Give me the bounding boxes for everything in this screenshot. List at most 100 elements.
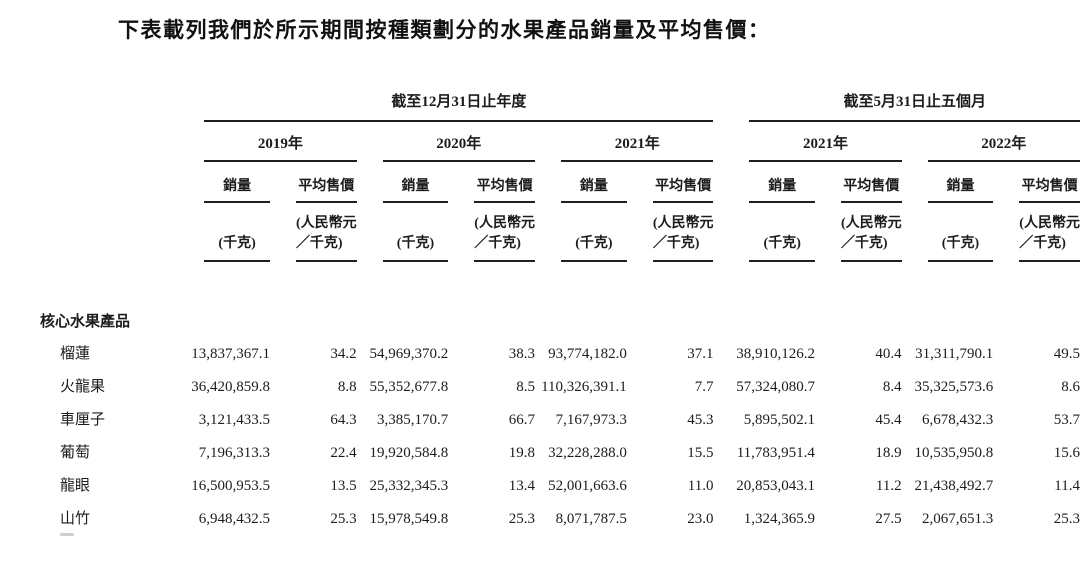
row-label: 榴蓮 bbox=[60, 346, 91, 362]
cell-value: 7,196,313.3 bbox=[198, 445, 270, 461]
table-row-mangosteen: 山竹 6,948,432.5 25.3 15,978,549.8 25.3 8,… bbox=[40, 496, 1080, 529]
cell-value: 13.4 bbox=[508, 478, 535, 494]
cell-value: 8.8 bbox=[337, 379, 357, 395]
cell-value: 15,978,549.8 bbox=[369, 511, 449, 527]
unit-volume: (千克) bbox=[535, 203, 627, 262]
cell-value: 15.5 bbox=[687, 445, 714, 461]
cell-value: 15.6 bbox=[1053, 445, 1080, 461]
row-label: 車厘子 bbox=[60, 412, 106, 428]
cell-value: 66.7 bbox=[508, 412, 535, 428]
cell-value: 45.4 bbox=[875, 412, 902, 428]
group-header-year-ended: 截至12月31日止年度 bbox=[178, 88, 714, 122]
cell-value: 45.3 bbox=[687, 412, 714, 428]
cell-value: 25,332,345.3 bbox=[369, 478, 449, 494]
group-header-five-months: 截至5月31日止五個月 bbox=[713, 88, 1080, 122]
table-row-cherry: 車厘子 3,121,433.5 64.3 3,385,170.7 66.7 7,… bbox=[40, 397, 1080, 430]
cell-value: 22.4 bbox=[330, 445, 357, 461]
col-header-volume: 銷量 bbox=[535, 162, 627, 203]
cell-value: 32,228,288.0 bbox=[548, 445, 627, 461]
unit-asp: (人民幣元 ／千克) bbox=[448, 203, 535, 262]
unit-volume: (千克) bbox=[902, 203, 994, 262]
cell-value: 40.4 bbox=[875, 346, 902, 362]
cell-value: 25.3 bbox=[1053, 511, 1080, 527]
unit-volume: (千克) bbox=[178, 203, 270, 262]
cell-value: 3,121,433.5 bbox=[198, 412, 270, 428]
group-header-label: 截至5月31日止五個月 bbox=[843, 94, 986, 110]
row-label: 火龍果 bbox=[60, 379, 106, 395]
cell-value: 11.0 bbox=[687, 478, 714, 494]
year-header-2022-5m: 2022年 bbox=[902, 122, 1080, 162]
cell-value: 23.0 bbox=[687, 511, 714, 527]
col-header-asp: 平均售價 bbox=[993, 162, 1080, 203]
cell-value: 37.1 bbox=[687, 346, 714, 362]
column-header-row: 銷量 平均售價 銷量 平均售價 銷量 平均售價 銷量 平均售價 銷量 平均售價 bbox=[40, 162, 1080, 203]
col-header-asp: 平均售價 bbox=[270, 162, 357, 203]
unit-volume: (千克) bbox=[713, 203, 815, 262]
cell-value: 6,948,432.5 bbox=[198, 511, 270, 527]
page-title: 下表載列我們於所示期間按種類劃分的水果產品銷量及平均售價： bbox=[118, 18, 771, 42]
cell-value: 49.5 bbox=[1053, 346, 1080, 362]
cell-value: 38,910,126.2 bbox=[736, 346, 815, 362]
cell-value: 7.7 bbox=[694, 379, 714, 395]
table-row-durian: 榴蓮 13,837,367.1 34.2 54,969,370.2 38.3 9… bbox=[40, 331, 1080, 364]
cell-value: 53.7 bbox=[1053, 412, 1080, 428]
cell-value: 11,783,951.4 bbox=[736, 445, 815, 461]
cell-value: 25.3 bbox=[330, 511, 357, 527]
cell-value: 8.5 bbox=[516, 379, 535, 395]
cell-value: 18.9 bbox=[875, 445, 902, 461]
unit-asp: (人民幣元 ／千克) bbox=[815, 203, 902, 262]
cell-value: 10,535,950.8 bbox=[914, 445, 994, 461]
cell-value: 11.2 bbox=[875, 478, 902, 494]
year-header-row: 2019年 2020年 2021年 2021年 2022年 bbox=[40, 122, 1080, 162]
cell-value: 13.5 bbox=[330, 478, 357, 494]
cell-value: 8.4 bbox=[882, 379, 902, 395]
cell-value: 2,067,651.3 bbox=[922, 511, 994, 527]
cell-value: 54,969,370.2 bbox=[369, 346, 449, 362]
cell-value: 27.5 bbox=[875, 511, 902, 527]
table-row-grape: 葡萄 7,196,313.3 22.4 19,920,584.8 19.8 32… bbox=[40, 430, 1080, 463]
cell-value: 31,311,790.1 bbox=[915, 346, 994, 362]
group-header-label: 截至12月31日止年度 bbox=[391, 94, 527, 110]
year-header-2021: 2021年 bbox=[535, 122, 714, 162]
cell-value: 3,385,170.7 bbox=[377, 412, 449, 428]
cell-value: 7,167,973.3 bbox=[555, 412, 627, 428]
col-header-volume: 銷量 bbox=[357, 162, 449, 203]
unit-volume: (千克) bbox=[357, 203, 449, 262]
cell-value: 35,325,573.6 bbox=[914, 379, 994, 395]
col-header-asp: 平均售價 bbox=[627, 162, 714, 203]
cell-value: 20,853,043.1 bbox=[736, 478, 815, 494]
year-header-2019: 2019年 bbox=[178, 122, 357, 162]
cell-value: 1,324,365.9 bbox=[743, 511, 815, 527]
cell-value: 36,420,859.8 bbox=[191, 379, 270, 395]
col-header-volume: 銷量 bbox=[713, 162, 815, 203]
cell-value: 13,837,367.1 bbox=[191, 346, 270, 362]
cell-value: 19.8 bbox=[508, 445, 535, 461]
row-label: 山竹 bbox=[60, 511, 91, 527]
table-row-longan: 龍眼 16,500,953.5 13.5 25,332,345.3 13.4 5… bbox=[40, 463, 1080, 496]
unit-header-row: (千克) (人民幣元 ／千克) (千克) (人民幣元 ／千克) (千克) (人民幣元… bbox=[40, 203, 1080, 262]
cell-value: 110,326,391.1 bbox=[541, 379, 627, 395]
unit-asp: (人民幣元 ／千克) bbox=[270, 203, 357, 262]
cell-value: 5,895,502.1 bbox=[743, 412, 815, 428]
section-header-row: 核心水果產品 bbox=[40, 262, 1080, 331]
cell-value: 8.6 bbox=[1061, 379, 1080, 395]
unit-asp: (人民幣元 ／千克) bbox=[993, 203, 1080, 262]
row-label: 龍眼 bbox=[60, 478, 91, 494]
row-label: 葡萄 bbox=[60, 445, 91, 461]
col-header-asp: 平均售價 bbox=[448, 162, 535, 203]
table-row-dragonfruit: 火龍果 36,420,859.8 8.8 55,352,677.8 8.5 11… bbox=[40, 364, 1080, 397]
cell-value: 64.3 bbox=[330, 412, 357, 428]
cell-value: 8,071,787.5 bbox=[555, 511, 627, 527]
year-header-2020: 2020年 bbox=[357, 122, 535, 162]
cell-value: 21,438,492.7 bbox=[914, 478, 994, 494]
cell-value: 38.3 bbox=[508, 346, 535, 362]
unit-asp: (人民幣元 ／千克) bbox=[627, 203, 714, 262]
clipped-next-row-sliver bbox=[60, 533, 74, 536]
col-header-asp: 平均售價 bbox=[815, 162, 902, 203]
cell-value: 52,001,663.6 bbox=[548, 478, 627, 494]
cell-value: 11.4 bbox=[1054, 478, 1080, 494]
cell-value: 19,920,584.8 bbox=[369, 445, 449, 461]
cell-value: 6,678,432.3 bbox=[922, 412, 994, 428]
fruit-sales-table: 截至12月31日止年度 截至5月31日止五個月 2019年 2020年 2021… bbox=[40, 88, 1080, 529]
cell-value: 34.2 bbox=[330, 346, 357, 362]
